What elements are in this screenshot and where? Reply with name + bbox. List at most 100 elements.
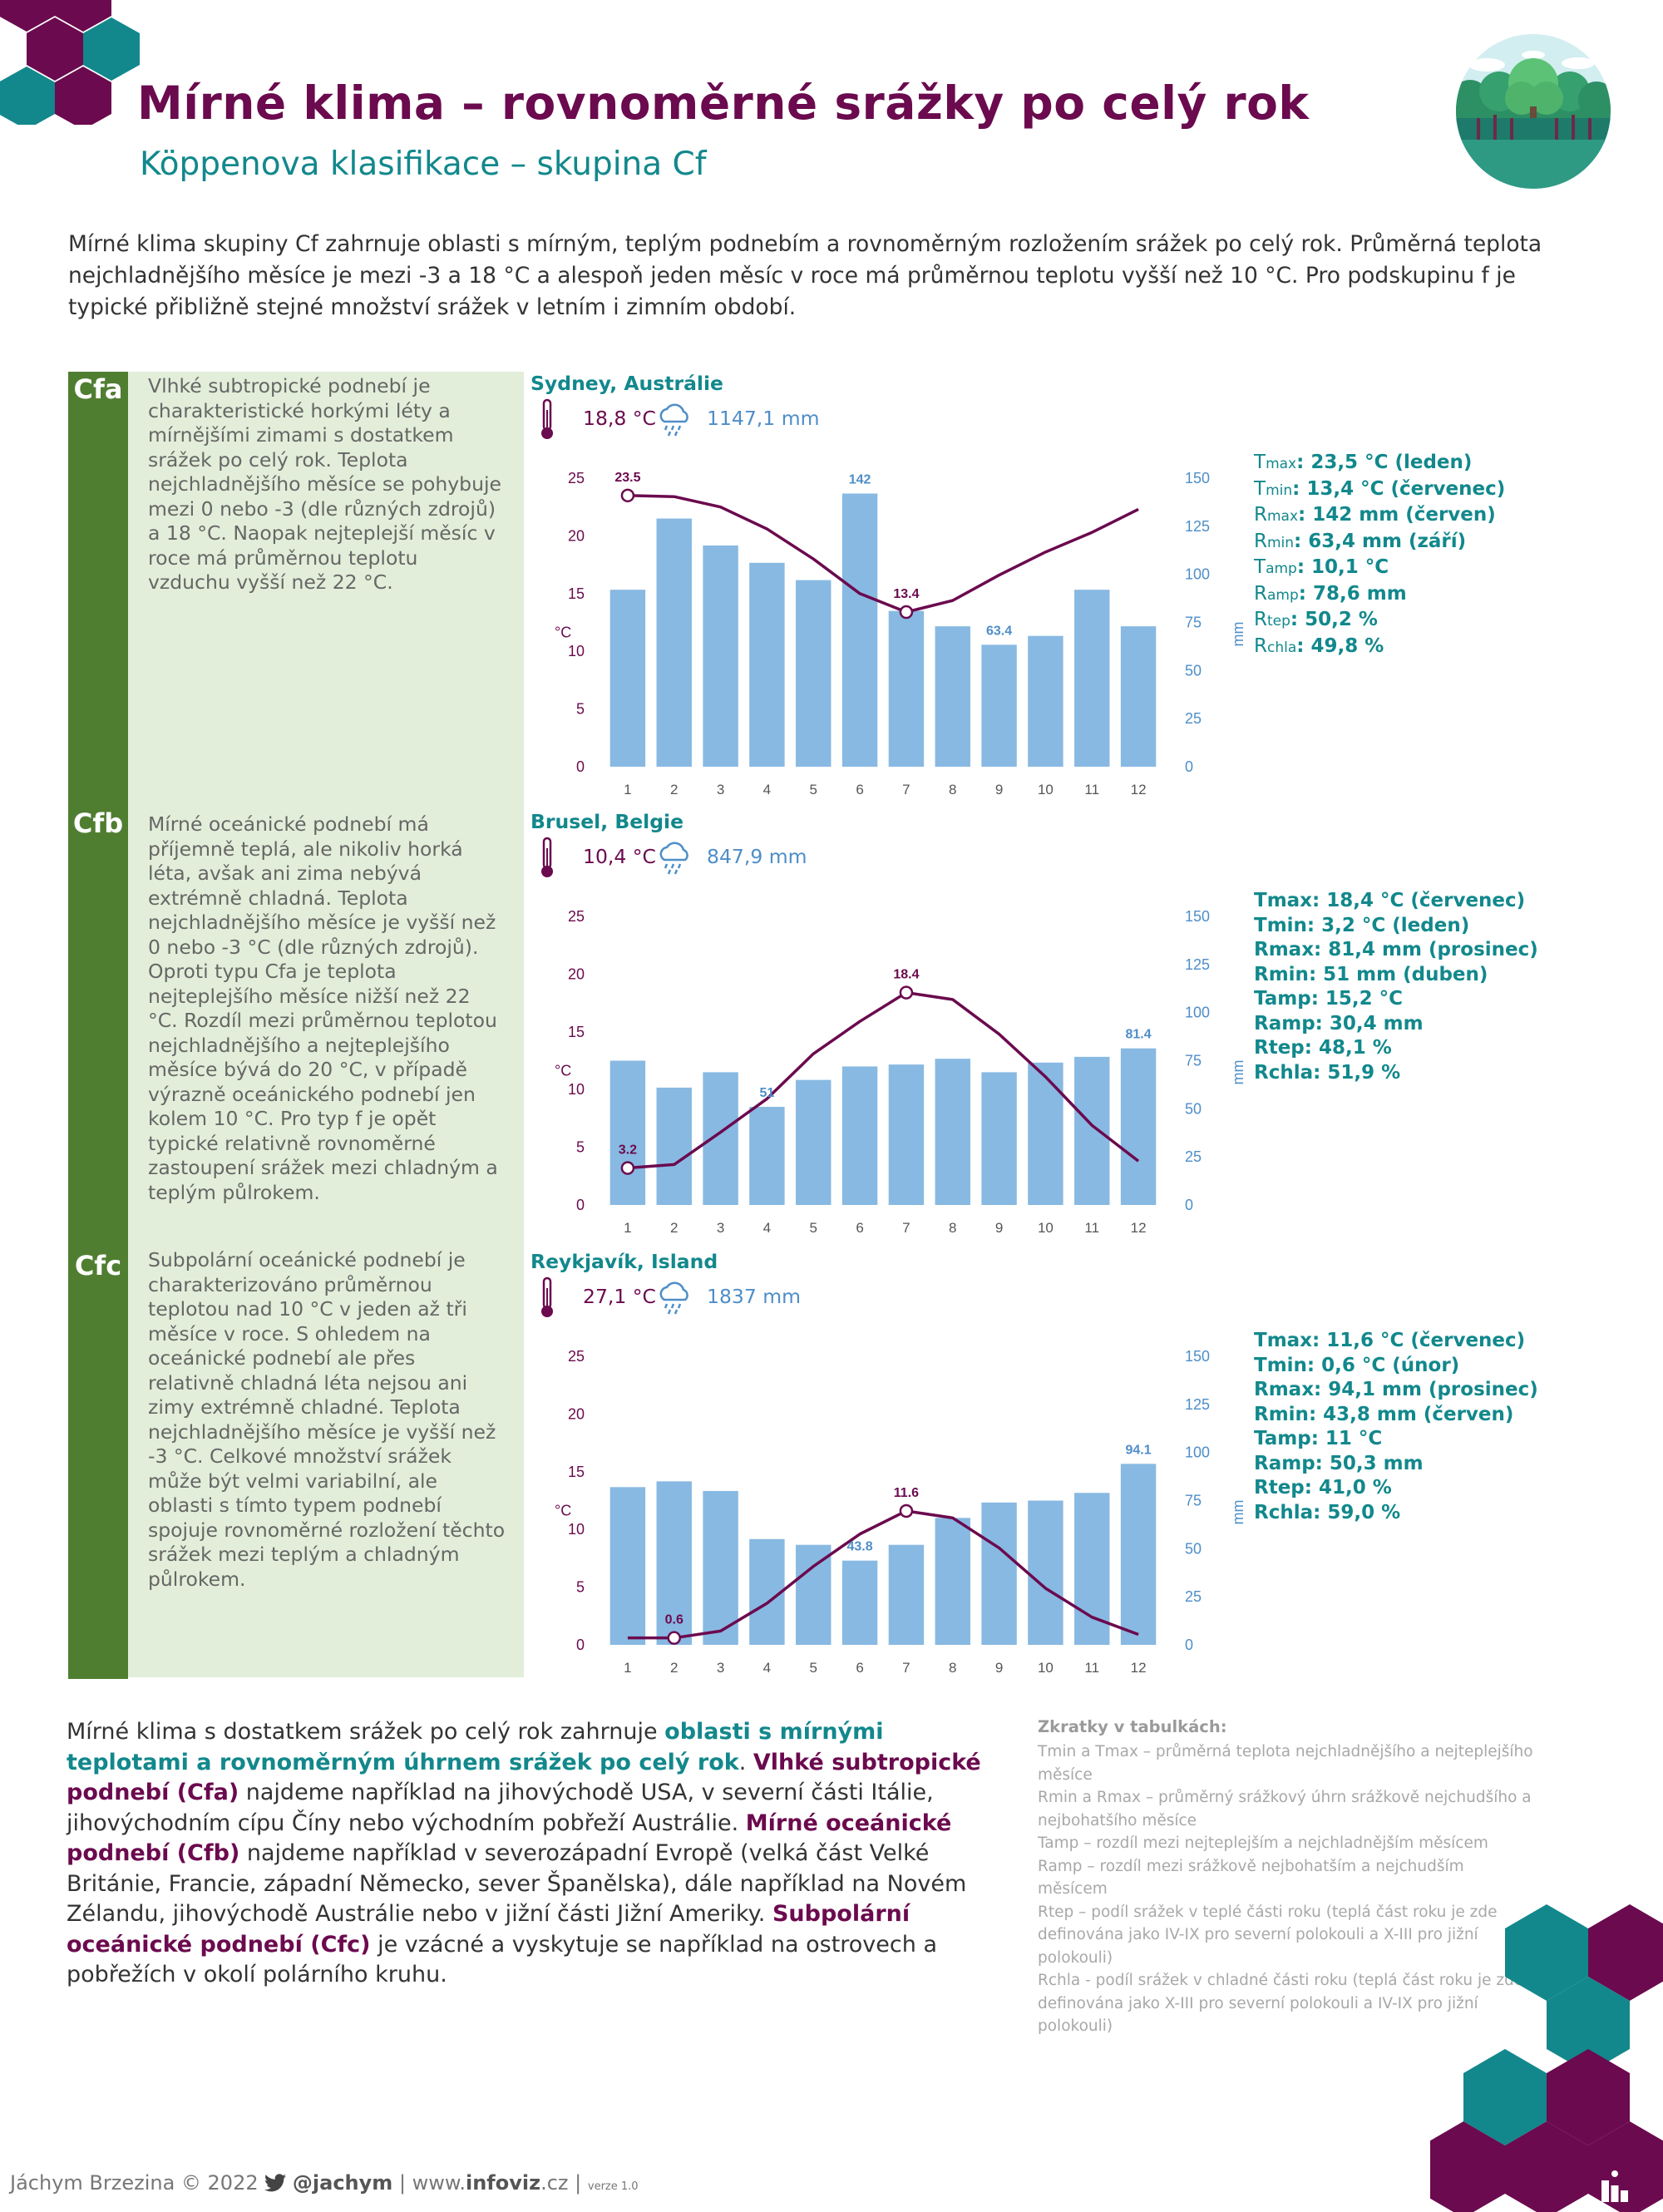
precip-data-label: 43.8	[847, 1540, 873, 1554]
x-tick-label: 8	[949, 782, 956, 797]
precip-bar	[796, 1544, 832, 1645]
annual-temperature: 27,1 °C	[583, 1285, 656, 1308]
stat-value: : 3,2 °C (leden)	[1306, 914, 1470, 936]
infoviz-logo-icon	[1601, 2170, 1628, 2202]
y-left-tick-label: 0	[576, 1637, 585, 1653]
y-right-tick-label: 25	[1185, 710, 1202, 727]
y-right-axis-label: mm	[1230, 1500, 1246, 1525]
stat-value: : 0,6 °C (únor)	[1306, 1354, 1460, 1376]
y-right-tick-label: 100	[1185, 1005, 1210, 1021]
precip-bar	[888, 610, 925, 767]
footer-site-brand: infoviz	[465, 2171, 541, 2195]
precip-bar	[703, 1072, 738, 1205]
stat-value: : 41,0 %	[1304, 1477, 1392, 1499]
precip-bar	[935, 1518, 970, 1645]
stat-symbol: Tamp	[1254, 988, 1311, 1010]
stat-value: : 18,4 °C (červenec)	[1312, 890, 1526, 911]
stat-subscript: tep	[1266, 613, 1290, 630]
temperature-marker	[899, 985, 914, 1000]
stat-value: : 78,6 mm	[1298, 582, 1407, 605]
stat-symbol: Tmax	[1254, 890, 1313, 911]
stat-value: : 142 mm (červen)	[1298, 504, 1496, 526]
stat-row: Tmin: 13,4 °C (červenec)	[1254, 477, 1505, 504]
type-panel-cfb: Cfb Mírné oceánické podnebí má příjemně …	[68, 806, 524, 1250]
stat-symbol: T	[1254, 452, 1266, 473]
x-tick-label: 4	[763, 1660, 771, 1676]
precip-bar	[1074, 1056, 1110, 1205]
page-subtitle: Köppenova klasifikace – skupina Cf	[140, 146, 707, 183]
stat-row: Ramp: 78,6 mm	[1254, 582, 1505, 609]
y-left-axis-label: °C	[555, 1503, 571, 1519]
x-tick-label: 9	[995, 782, 1003, 797]
temperature-data-label: 23.5	[614, 471, 640, 485]
y-right-tick-label: 0	[1185, 1637, 1193, 1653]
annual-temperature: 10,4 °C	[583, 845, 656, 868]
stat-row: Tamp: 15,2 °C	[1254, 987, 1538, 1012]
stat-row: Rchla: 59,0 %	[1254, 1501, 1538, 1526]
y-right-tick-label: 25	[1185, 1588, 1202, 1605]
y-left-tick-label: 25	[568, 1348, 585, 1365]
stat-row: Rchla: 51,9 %	[1254, 1061, 1538, 1086]
x-tick-label: 12	[1131, 1660, 1147, 1676]
chart-stats: Tmax: 23,5 °C (leden) Tmin: 13,4 °C (červ…	[1254, 451, 1505, 660]
y-left-tick-label: 15	[568, 1464, 585, 1480]
precip-bar	[749, 562, 785, 767]
y-left-tick-label: 10	[568, 1081, 585, 1098]
y-right-axis-label: mm	[1230, 1060, 1246, 1085]
stat-row: Rmax: 81,4 mm (prosinec)	[1254, 938, 1538, 963]
y-right-tick-label: 100	[1185, 566, 1210, 583]
stat-row: Rmin: 63,4 mm (září)	[1254, 530, 1505, 556]
precip-bar	[935, 1059, 970, 1205]
stat-value: : 51,9 %	[1313, 1061, 1401, 1084]
footer-site-prefix: www.	[412, 2171, 466, 2195]
type-description: Subpolární oceánické podnebí je charakte…	[148, 1248, 506, 1591]
x-tick-label: 5	[810, 1660, 817, 1676]
stat-symbol: Rtep	[1254, 1037, 1305, 1059]
precip-bar	[841, 1560, 878, 1645]
x-tick-label: 7	[902, 782, 910, 797]
precip-bar	[981, 1072, 1017, 1205]
x-tick-label: 10	[1038, 1660, 1054, 1676]
precip-bar	[888, 1544, 925, 1645]
precip-bar	[841, 1066, 878, 1205]
summary-highlight-cfc: Subpolární oceánické podnebí (Cfc)	[67, 1901, 910, 1958]
precip-bar	[981, 644, 1017, 767]
rain-cloud-icon	[659, 403, 688, 437]
stat-subscript: max	[1266, 456, 1297, 472]
x-tick-label: 1	[624, 1660, 631, 1676]
y-right-tick-label: 100	[1185, 1444, 1210, 1461]
chart-city-title: Reykjavík, Island	[530, 1250, 718, 1273]
stat-value: : 49,8 %	[1296, 634, 1384, 657]
y-left-tick-label: 15	[568, 585, 585, 602]
stat-subscript: max	[1266, 508, 1299, 525]
precip-bar	[1120, 626, 1157, 767]
footer-twitter-handle[interactable]: @jachym	[292, 2171, 393, 2195]
precip-bar	[749, 1107, 785, 1205]
stat-subscript: amp	[1266, 586, 1299, 604]
y-right-tick-label: 75	[1185, 1493, 1202, 1509]
stat-row: Tmin: 0,6 °C (únor)	[1254, 1354, 1538, 1379]
y-left-tick-label: 0	[576, 1197, 585, 1213]
precip-bar	[703, 1490, 738, 1645]
y-left-axis-label: °C	[555, 625, 571, 641]
abbreviations-list: Tmin a Tmax – průměrná teplota nejchladn…	[1038, 1740, 1537, 2038]
x-tick-label: 12	[1131, 1220, 1147, 1236]
footer-site-link[interactable]: www.infoviz.cz	[412, 2171, 569, 2195]
y-left-axis-label: °C	[555, 1063, 571, 1079]
stat-row: Ramp: 50,3 mm	[1254, 1452, 1538, 1477]
annual-precipitation: 1837 mm	[707, 1285, 802, 1308]
stat-value: : 48,1 %	[1304, 1037, 1392, 1059]
y-right-tick-label: 150	[1185, 908, 1210, 925]
precip-bar	[935, 626, 970, 767]
stat-symbol: Rmin	[1254, 1403, 1309, 1425]
stat-symbol: Ramp	[1254, 1452, 1315, 1474]
intro-paragraph: Mírné klima skupiny Cf zahrnuje oblasti …	[68, 231, 1542, 320]
precip-data-label: 63.4	[986, 624, 1012, 638]
y-right-tick-label: 125	[1185, 518, 1210, 535]
precip-data-label: 51	[760, 1086, 775, 1100]
stat-row: Rtep: 41,0 %	[1254, 1476, 1538, 1501]
stat-value: : 23,5 °C (leden)	[1296, 452, 1473, 473]
type-description: Vlhké subtropické podnebí je charakteris…	[148, 374, 501, 594]
